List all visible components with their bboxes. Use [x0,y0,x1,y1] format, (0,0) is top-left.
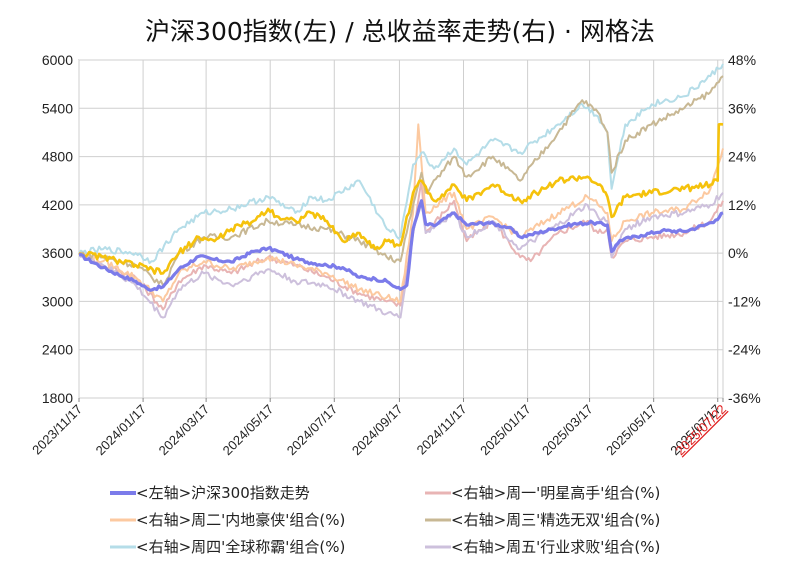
right-axis: -36% -24% -12% 0% 12% 24% 36% 48% [728,52,761,406]
x-tick-label: 2024/07/17 [284,402,341,459]
x-tick-label: 2025/05/17 [603,402,660,459]
x-tick-label: 2025/07/22 [672,402,729,459]
left-tick-label: 1800 [42,390,73,406]
right-tick-label: -36% [728,390,761,406]
legend-label: <右轴>周四'全球称霸'组合(%) [136,538,345,556]
x-axis: 2023/11/17 2024/01/17 2024/03/17 2024/05/17… [29,398,729,458]
legend-label: <右轴>周一'明星高手'组合(%) [451,484,660,502]
right-tick-label: 0% [728,245,748,261]
right-tick-label: 36% [728,100,756,116]
left-tick-label: 4800 [42,149,73,165]
series-line-5 [78,192,724,319]
left-tick-label: 2400 [42,342,73,358]
legend-label: <左轴>沪深300指数走势 [136,484,310,502]
x-tick-label: 2024/05/17 [220,402,277,459]
series-line-6 [78,122,724,275]
left-tick-label: 5400 [42,100,73,116]
right-tick-label: 48% [728,52,756,68]
series-layer [78,63,724,319]
series-line-0 [78,199,724,292]
left-tick-label: 6000 [42,52,73,68]
grid [78,59,724,399]
left-tick-label: 3000 [42,293,73,309]
x-tick-label: 2025/03/17 [539,402,596,459]
x-tick-label: 2025/01/17 [477,402,534,459]
left-tick-label: 4200 [42,197,73,213]
right-tick-label: 12% [728,197,756,213]
legend-label: <右轴>周五'行业求败'组合(%) [451,538,660,556]
x-tick-label: 2024/09/17 [349,402,406,459]
x-tick-label: 2024/01/17 [93,402,150,459]
right-tick-label: -12% [728,293,761,309]
legend: <左轴>沪深300指数走势 <右轴>周一'明星高手'组合(%) <右轴>周二'内地豪… [110,484,660,556]
left-tick-label: 3600 [42,245,73,261]
right-tick-label: -24% [728,342,761,358]
right-tick-label: 24% [728,149,756,165]
series-line-2 [78,123,724,304]
legend-label: <右轴>周二'内地豪侠'组合(%) [136,511,345,529]
x-tick-label: 2024/11/17 [414,402,470,458]
x-tick-label: 2023/11/17 [29,402,85,458]
x-tick-label: 2024/03/17 [156,402,213,459]
legend-label: <右轴>周三'精选无双'组合(%) [451,511,660,529]
chart-title: 沪深300指数(左) / 总收益率走势(右) · 网格法 [145,17,655,46]
left-axis: 1800 2400 3000 3600 4200 4800 5400 6000 [42,52,73,406]
